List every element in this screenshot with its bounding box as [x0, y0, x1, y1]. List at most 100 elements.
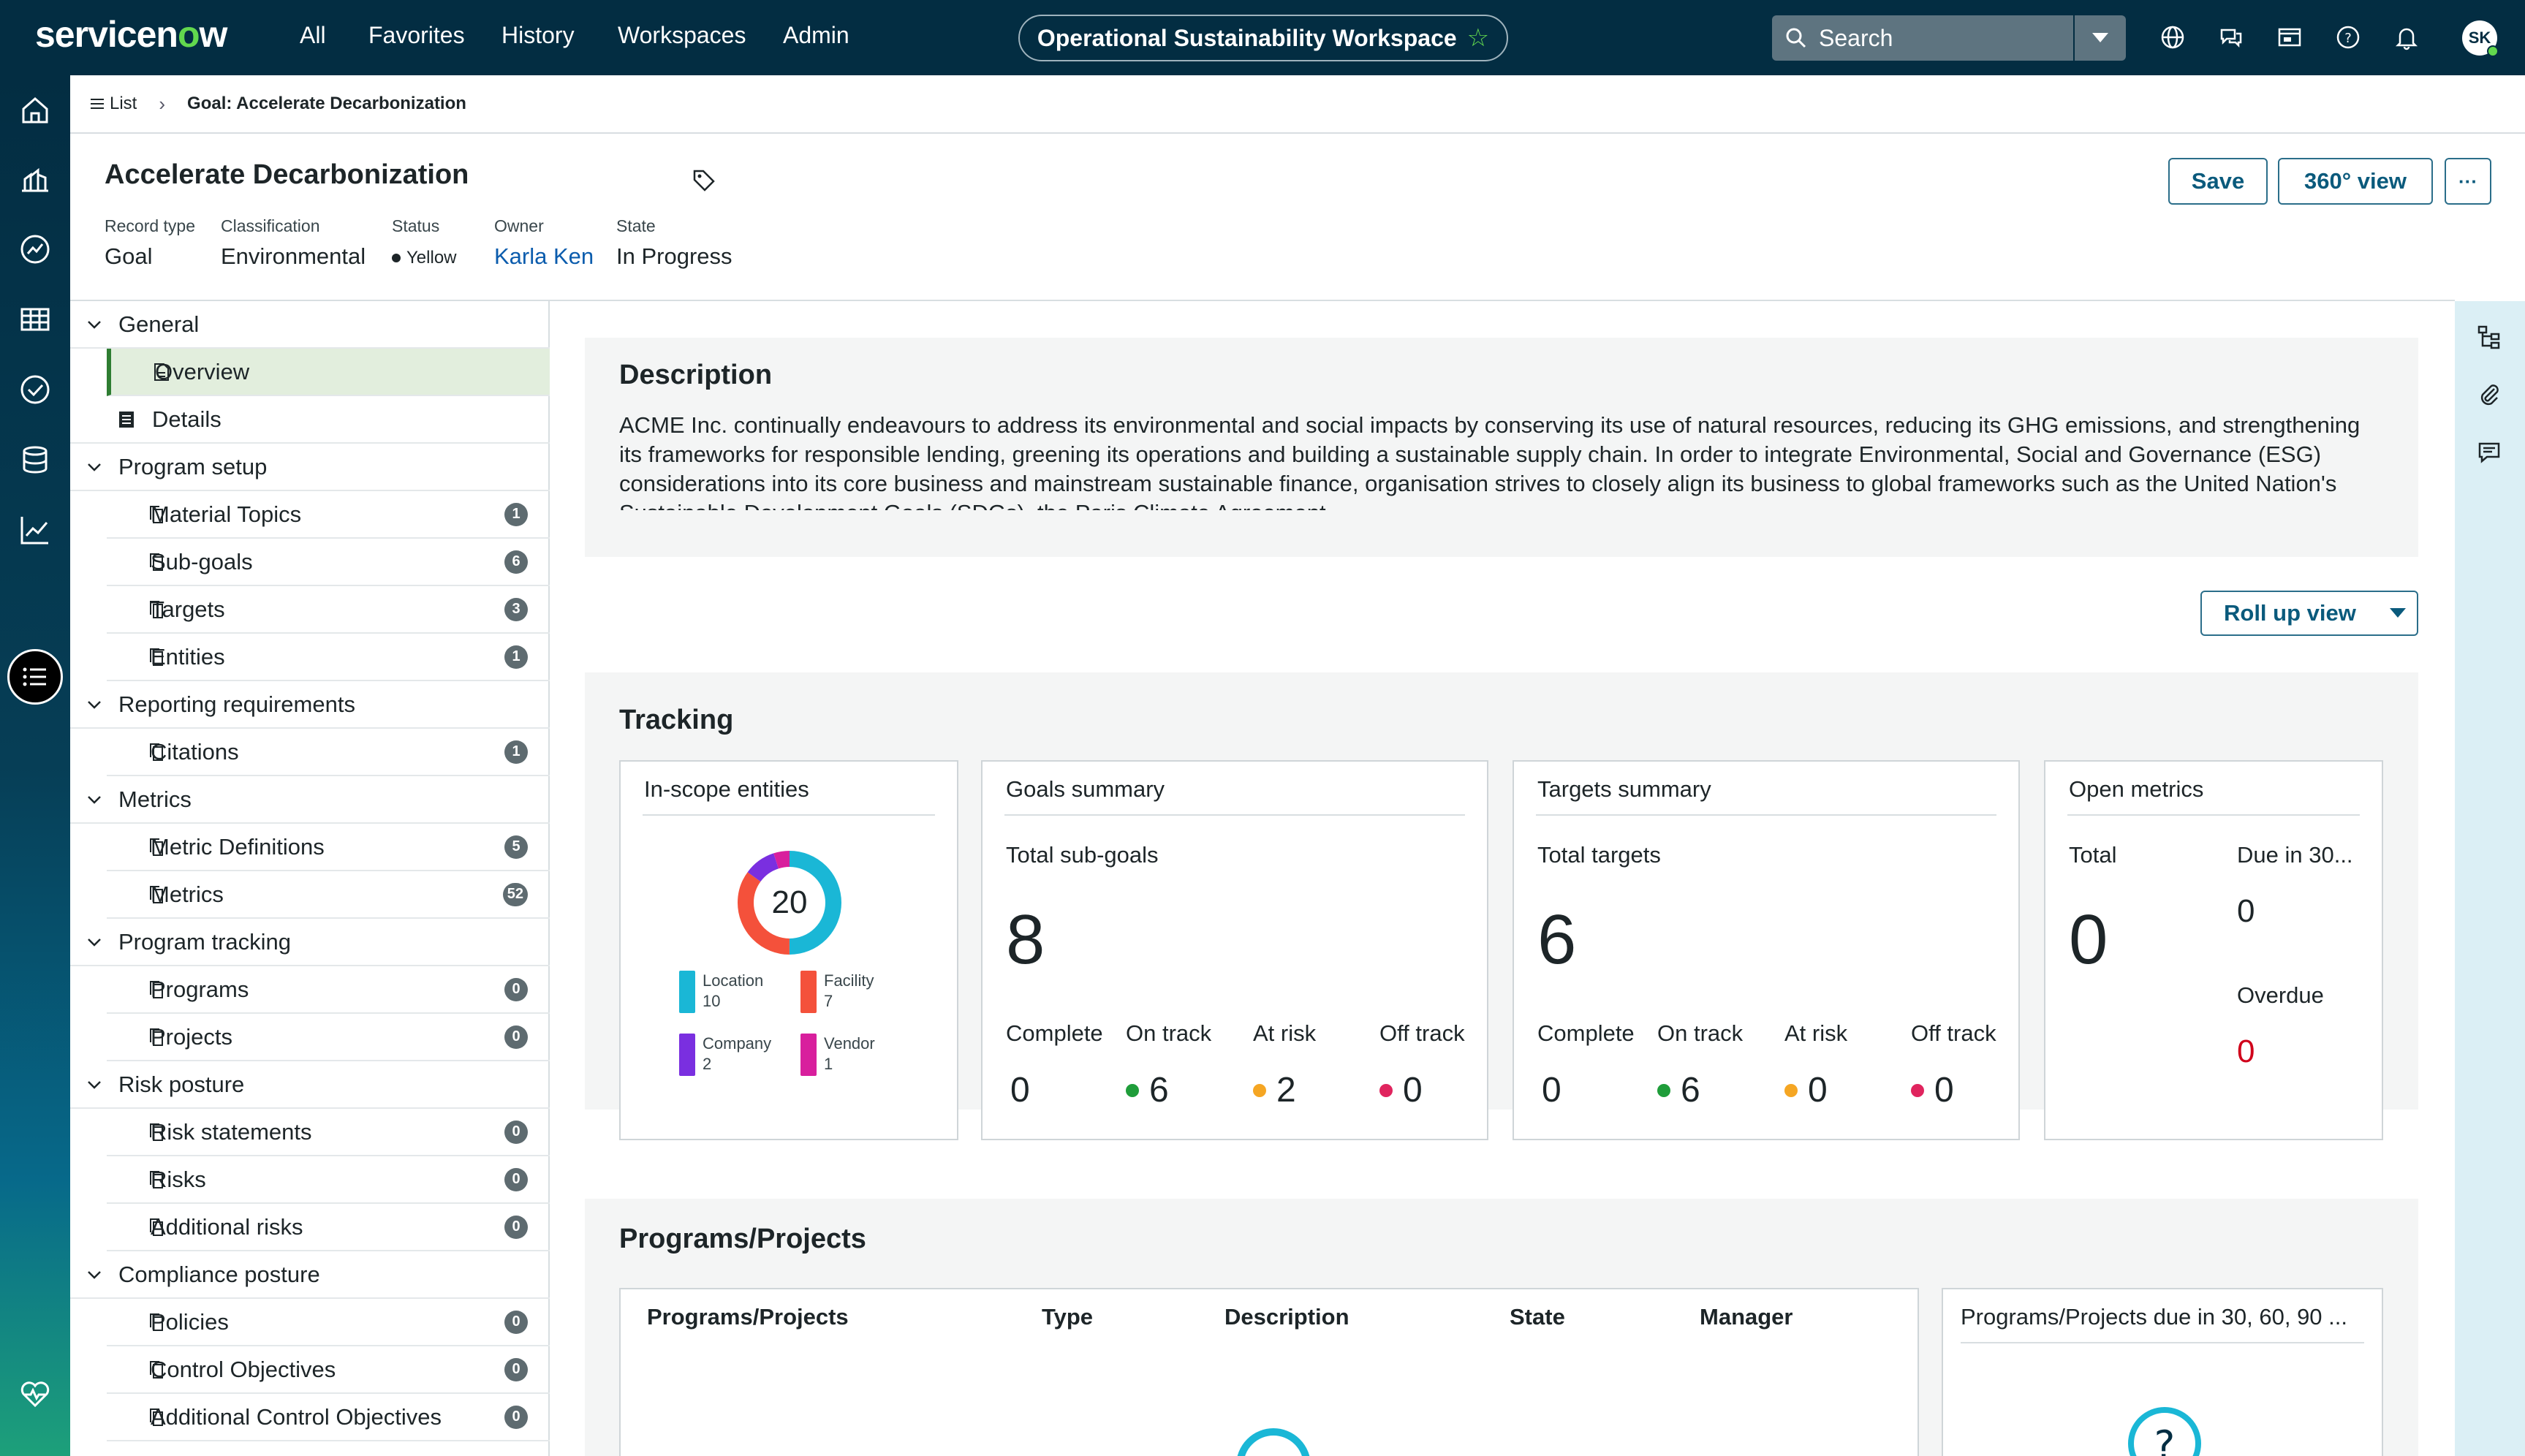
tree-item-additional-control-objectives[interactable]: Additional Control Objectives 0: [107, 1394, 550, 1441]
tree-section-risk-posture[interactable]: Risk posture: [70, 1061, 550, 1109]
heart-pulse-icon[interactable]: [18, 1376, 53, 1411]
total-label: Total: [2069, 842, 2117, 868]
tree-section-label: Metrics: [118, 786, 192, 812]
open-metrics-card[interactable]: Open metrics Total 0 Due in 30... 0 Over…: [2044, 760, 2383, 1140]
tree-item-overview[interactable]: Overview: [107, 349, 550, 396]
header-divider: [70, 300, 2455, 301]
tree-item-sub-goals[interactable]: Sub-goals 6: [107, 539, 550, 586]
chat-icon[interactable]: [2218, 24, 2244, 50]
tree-item-programs[interactable]: Programs 0: [107, 966, 550, 1014]
tree-item-citations[interactable]: Citations 1: [107, 729, 550, 776]
nav-all[interactable]: All: [300, 22, 326, 48]
tree-item-risk-statements[interactable]: Risk statements 0: [107, 1109, 550, 1156]
complete-value: 0: [1542, 1073, 1561, 1108]
complete-count: 0: [1010, 1071, 1030, 1110]
copy-document-icon: [150, 1218, 163, 1236]
globe-icon[interactable]: [2159, 24, 2186, 50]
nav-admin[interactable]: Admin: [783, 22, 849, 48]
tree-item-additional-risks[interactable]: Additional risks 0: [107, 1204, 550, 1251]
workspace-title: Operational Sustainability Workspace: [1037, 24, 1457, 51]
legend-name: Company: [703, 1034, 772, 1053]
card-title: Targets summary: [1537, 776, 1711, 802]
tree-section-program-tracking[interactable]: Program tracking: [70, 919, 550, 966]
view-360-button[interactable]: 360° view: [2278, 158, 2433, 205]
copy-document-icon: [150, 648, 163, 666]
tree-item-control-objectives[interactable]: Control Objectives 0: [107, 1346, 550, 1394]
workspace-icon[interactable]: [2276, 24, 2303, 50]
description-heading: Description: [619, 360, 773, 390]
tree-item-targets[interactable]: Targets 3: [107, 586, 550, 634]
home-icon[interactable]: [18, 93, 53, 128]
hierarchy-icon[interactable]: [2477, 325, 2502, 349]
in-scope-entities-card[interactable]: In-scope entities 20 Location 10 Facility…: [619, 760, 958, 1140]
due-30-label: Due in 30...: [2237, 842, 2353, 868]
nav-workspaces[interactable]: Workspaces: [618, 22, 746, 48]
nav-history[interactable]: History: [501, 22, 575, 48]
tree-item-entities[interactable]: Entities 1: [107, 634, 550, 681]
column-header-programs[interactable]: Programs/Projects: [647, 1304, 849, 1330]
details-icon: [119, 411, 134, 428]
total-value: 0: [2069, 900, 2108, 979]
off-track-label: Off track: [1911, 1020, 1996, 1046]
comment-icon[interactable]: [2477, 440, 2502, 465]
nav-favorites[interactable]: Favorites: [368, 22, 465, 48]
breadcrumb-list-link[interactable]: List: [91, 94, 137, 114]
list-small-icon: [91, 99, 104, 109]
tree-item-material-topics[interactable]: Material Topics 1: [107, 491, 550, 539]
paperclip-icon[interactable]: [2477, 382, 2502, 406]
chevron-right-icon: ›: [159, 92, 166, 115]
tree-section-general[interactable]: General: [70, 301, 550, 349]
field-value: Environmental: [221, 243, 366, 269]
notification-bell-icon[interactable]: [2393, 24, 2420, 50]
servicenow-logo[interactable]: servicenow: [35, 13, 227, 56]
search-scope-dropdown[interactable]: [2075, 15, 2126, 61]
tree-section-metrics[interactable]: Metrics: [70, 776, 550, 824]
tree-section-compliance-posture[interactable]: Compliance posture: [70, 1251, 550, 1299]
off-track-value: 0: [1911, 1073, 1954, 1108]
tree-item-risks[interactable]: Risks 0: [107, 1156, 550, 1204]
tree-item-policies[interactable]: Policies 0: [107, 1299, 550, 1346]
column-header-manager[interactable]: Manager: [1700, 1304, 1793, 1330]
roll-up-view-dropdown[interactable]: Roll up view: [2200, 591, 2418, 636]
legend-value: 2: [703, 1055, 712, 1073]
donut-total: 20: [772, 884, 808, 920]
table-icon[interactable]: [18, 302, 53, 337]
on-track-value: 6: [1126, 1073, 1169, 1108]
column-header-description[interactable]: Description: [1224, 1304, 1349, 1330]
copy-document-icon: [150, 1408, 163, 1426]
tracking-panel: Tracking In-scope entities 20 Location 10…: [585, 672, 2418, 1140]
goals-summary-card[interactable]: Goals summary Total sub-goals 8 Complete…: [981, 760, 1488, 1140]
on-track-count: 6: [1149, 1071, 1169, 1110]
more-actions-button[interactable]: ···: [2445, 158, 2491, 205]
targets-summary-card[interactable]: Targets summary Total targets 6 Complete…: [1513, 760, 2020, 1140]
column-header-state[interactable]: State: [1510, 1304, 1565, 1330]
favorite-star-icon[interactable]: ☆: [1466, 24, 1490, 52]
tree-item-metrics[interactable]: Metrics 52: [107, 871, 550, 919]
database-icon[interactable]: [18, 442, 53, 477]
building-chart-icon[interactable]: [18, 162, 53, 197]
breadcrumb: List › Goal: Accelerate Decarbonization: [70, 75, 2525, 134]
tree-item-metric-definitions[interactable]: Metric Definitions 5: [107, 824, 550, 871]
tree-item-projects[interactable]: Projects 0: [107, 1014, 550, 1061]
tree-section-program-setup[interactable]: Program setup: [70, 444, 550, 491]
card-title: Open metrics: [2069, 776, 2204, 802]
legend-swatch: [679, 1034, 695, 1076]
tree-item-label: Additional Control Objectives: [151, 1403, 442, 1430]
column-header-type[interactable]: Type: [1042, 1304, 1094, 1330]
top-navigation-bar: servicenow All Favorites History Workspa…: [0, 0, 2525, 75]
workspace-left-rail: [0, 75, 70, 1456]
logo-text-o: o: [177, 14, 200, 55]
workspace-title-pill[interactable]: Operational Sustainability Workspace ☆: [1018, 15, 1508, 61]
tree-section-reporting-requirements[interactable]: Reporting requirements: [70, 681, 550, 729]
global-search-input[interactable]: Search: [1772, 15, 2073, 61]
checkmark-circle-icon[interactable]: [18, 372, 53, 407]
tree-item-label: Risk statements: [151, 1118, 312, 1145]
save-button[interactable]: Save: [2168, 158, 2268, 205]
help-icon[interactable]: ?: [2335, 24, 2361, 50]
line-chart-icon[interactable]: [18, 512, 53, 547]
at-risk-value: 0: [1784, 1073, 1828, 1108]
owner-link[interactable]: Karla Ken: [494, 243, 594, 269]
analytics-gauge-icon[interactable]: [18, 232, 53, 267]
tree-item-details[interactable]: Details: [70, 396, 550, 444]
tag-icon[interactable]: [692, 168, 716, 193]
